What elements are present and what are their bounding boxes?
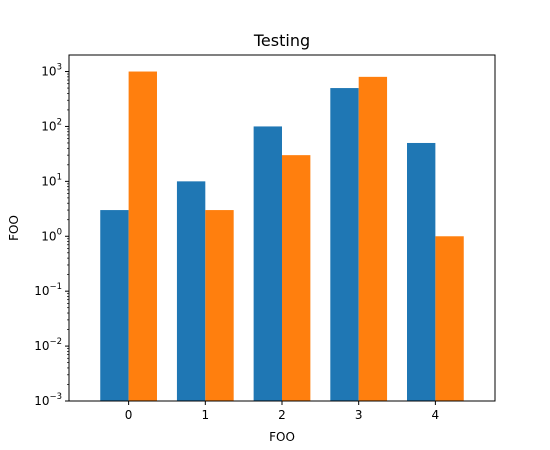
x-tick-label: 1: [201, 408, 209, 422]
bar-series1-2: [253, 126, 282, 401]
y-tick-label: 10−3: [34, 392, 62, 408]
bar-series2-3: [358, 76, 388, 401]
bar-series1-3: [330, 88, 359, 401]
x-tick-label: 4: [432, 408, 440, 422]
y-tick-label: 101: [41, 172, 62, 188]
x-tick-label: 3: [355, 408, 363, 422]
chart-title: Testing: [253, 31, 310, 50]
y-tick-label: 100: [41, 227, 62, 243]
bar-series1-0: [100, 210, 129, 401]
x-tick-label: 0: [125, 408, 133, 422]
bar-series1-4: [407, 142, 436, 401]
bar-series2-1: [205, 210, 234, 401]
y-axis-label: FOO: [7, 215, 21, 241]
bar-series2-0: [128, 71, 157, 401]
y-tick-label: 102: [41, 117, 62, 133]
y-tick-label: 10−2: [34, 337, 62, 353]
y-tick-label: 103: [41, 63, 62, 79]
y-tick-label: 10−1: [34, 282, 62, 298]
bar-series2-4: [435, 236, 464, 401]
x-tick-label: 2: [278, 408, 286, 422]
x-axis-label: FOO: [269, 430, 295, 444]
bar-series2-2: [282, 155, 311, 401]
bar-series1-1: [176, 181, 206, 401]
